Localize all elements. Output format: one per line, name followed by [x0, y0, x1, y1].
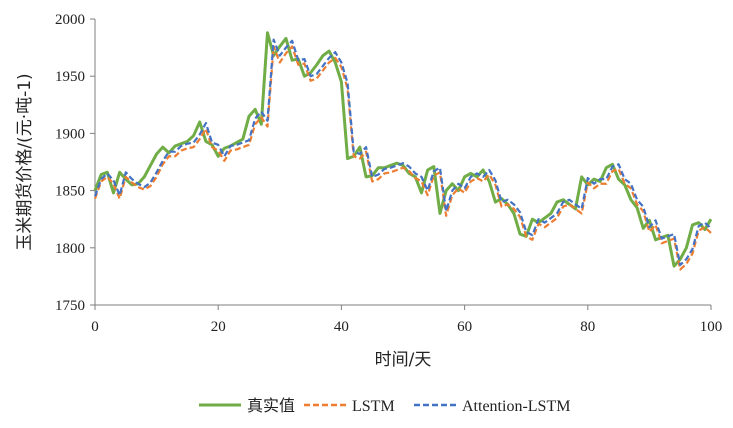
x-tick-label: 20	[211, 319, 226, 335]
series-line-attention-lstm	[93, 38, 712, 267]
y-tick-label: 1950	[55, 69, 85, 85]
x-tick-label: 0	[91, 319, 99, 335]
x-tick-label: 60	[457, 319, 472, 335]
y-tick-label: 2000	[55, 12, 85, 28]
legend-label: Attention-LSTM	[462, 398, 570, 415]
legend-label: 真实值	[247, 397, 295, 415]
y-tick-label: 1850	[55, 184, 85, 200]
x-tick-label: 100	[700, 319, 723, 335]
x-tick-label: 40	[334, 319, 349, 335]
series-line-lstm	[93, 45, 712, 271]
legend-label: LSTM	[352, 398, 395, 415]
series-layer	[93, 31, 713, 271]
y-tick-label: 1750	[55, 298, 85, 314]
y-tick-label: 1900	[55, 126, 85, 142]
x-tick-labels: 0 20 40 60 80 100	[91, 319, 722, 335]
series-line-actual	[93, 31, 713, 268]
legend: 真实值 LSTM Attention-LSTM	[199, 397, 570, 415]
x-axis-title: 时间/天	[375, 350, 432, 370]
y-axis-title: 玉米期货价格/(元·吨-1)	[15, 73, 35, 250]
x-tick-label: 80	[580, 319, 595, 335]
y-tick-labels: 1750 1800 1850 1900 1950 2000	[55, 12, 85, 314]
y-tick-label: 1800	[55, 241, 85, 257]
axes	[90, 18, 712, 310]
